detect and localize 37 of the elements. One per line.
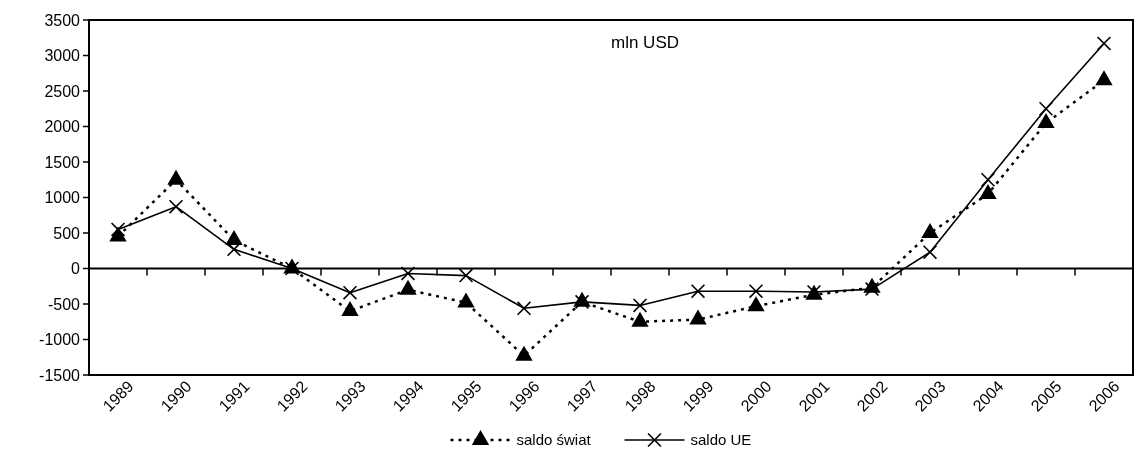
point — [341, 301, 359, 317]
point — [1038, 101, 1054, 116]
y-tick-label: -500 — [47, 295, 81, 313]
point — [168, 199, 184, 214]
point — [747, 296, 765, 312]
annotation: mln USD — [611, 33, 680, 52]
point — [631, 311, 649, 327]
point — [921, 223, 939, 238]
y-tick-label: 3000 — [44, 47, 81, 65]
y-tick-label: 2500 — [44, 82, 81, 100]
legend-label: saldo UE — [690, 431, 752, 449]
point — [632, 298, 648, 313]
point — [399, 279, 417, 295]
point — [457, 292, 475, 308]
legend-label: saldo świat — [516, 431, 592, 449]
point — [342, 285, 358, 300]
point — [690, 283, 706, 299]
y-tick-label: 1500 — [44, 153, 81, 171]
y-tick-label: -1000 — [39, 331, 81, 349]
point — [458, 268, 474, 283]
y-tick-label: 1000 — [44, 189, 81, 207]
point — [980, 172, 996, 187]
point — [922, 244, 938, 260]
point — [516, 301, 532, 316]
y-tick-label: 0 — [71, 260, 81, 278]
point — [400, 266, 416, 281]
point — [1096, 36, 1112, 51]
y-tick-label: 3500 — [44, 11, 81, 29]
point — [515, 345, 533, 361]
point — [689, 309, 707, 325]
y-tick-label: 2000 — [44, 118, 81, 136]
point — [110, 222, 126, 237]
point — [864, 281, 880, 297]
point — [748, 283, 764, 299]
point — [225, 230, 243, 246]
y-tick-label: 500 — [53, 224, 81, 242]
y-tick-label: -1500 — [39, 366, 81, 384]
